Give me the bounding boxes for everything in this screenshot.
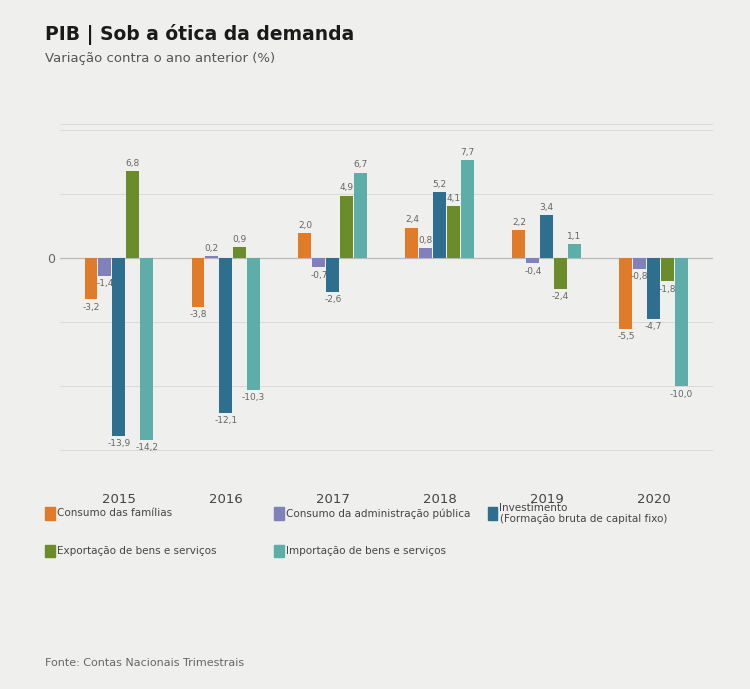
Text: 6,7: 6,7: [353, 161, 368, 169]
Bar: [191, 258, 205, 307]
Bar: [126, 172, 140, 258]
Text: -0,4: -0,4: [524, 267, 542, 276]
Text: Importação de bens e serviços: Importação de bens e serviços: [286, 546, 446, 556]
Text: Fonte: Contas Nacionais Trimestrais: Fonte: Contas Nacionais Trimestrais: [45, 658, 244, 668]
Text: 2,0: 2,0: [298, 220, 312, 229]
Bar: [633, 258, 646, 269]
Text: 4,9: 4,9: [340, 183, 354, 192]
Text: -0,8: -0,8: [631, 271, 649, 281]
Bar: [461, 160, 474, 258]
Text: -2,4: -2,4: [552, 292, 569, 301]
Text: -12,1: -12,1: [214, 416, 237, 425]
Bar: [620, 258, 632, 329]
Bar: [406, 227, 418, 258]
Text: -2,6: -2,6: [324, 295, 341, 304]
Text: 0,8: 0,8: [419, 236, 433, 245]
Text: -13,9: -13,9: [107, 440, 130, 449]
Bar: [568, 245, 581, 258]
Text: -4,7: -4,7: [645, 322, 662, 331]
Text: 7,7: 7,7: [460, 147, 475, 156]
Bar: [85, 258, 98, 299]
Bar: [661, 258, 674, 281]
Text: Consumo das famílias: Consumo das famílias: [57, 508, 172, 518]
Text: -0,7: -0,7: [310, 271, 328, 280]
Text: -10,3: -10,3: [242, 393, 266, 402]
Bar: [554, 258, 567, 289]
Text: Consumo da administração pública: Consumo da administração pública: [286, 508, 470, 519]
Bar: [140, 258, 153, 440]
Bar: [354, 173, 367, 258]
Bar: [512, 230, 525, 258]
Text: -1,4: -1,4: [96, 280, 113, 289]
Text: -3,2: -3,2: [82, 302, 100, 311]
Bar: [675, 258, 688, 387]
Text: Investimento
(Formação bruta de capital fixo): Investimento (Formação bruta de capital …: [500, 502, 667, 524]
Bar: [98, 258, 112, 276]
Text: 2,4: 2,4: [405, 216, 419, 225]
Text: -3,8: -3,8: [189, 310, 207, 319]
Text: 4,1: 4,1: [446, 194, 460, 203]
Bar: [419, 248, 432, 258]
Bar: [433, 192, 446, 258]
Bar: [540, 215, 554, 258]
Text: 1,1: 1,1: [568, 232, 582, 241]
Bar: [313, 258, 326, 267]
Text: -5,5: -5,5: [617, 332, 634, 341]
Text: -14,2: -14,2: [135, 443, 158, 452]
Text: 3,4: 3,4: [540, 203, 554, 212]
Bar: [112, 258, 125, 436]
Bar: [248, 258, 260, 390]
Text: 0,9: 0,9: [232, 235, 247, 244]
Bar: [340, 196, 353, 258]
Text: 0,2: 0,2: [205, 244, 219, 253]
Text: 5,2: 5,2: [433, 180, 447, 189]
Text: Variação contra o ano anterior (%): Variação contra o ano anterior (%): [45, 52, 275, 65]
Bar: [647, 258, 660, 318]
Text: -1,8: -1,8: [658, 285, 676, 294]
Bar: [447, 206, 460, 258]
Text: Exportação de bens e serviços: Exportação de bens e serviços: [57, 546, 217, 556]
Bar: [233, 247, 246, 258]
Bar: [206, 256, 218, 258]
Bar: [298, 233, 311, 258]
Text: -10,0: -10,0: [670, 389, 693, 398]
Bar: [326, 258, 339, 291]
Bar: [219, 258, 232, 413]
Text: 2,2: 2,2: [512, 218, 526, 227]
Text: PIB | Sob a ótica da demanda: PIB | Sob a ótica da demanda: [45, 24, 354, 45]
Text: 6,8: 6,8: [125, 159, 140, 168]
Bar: [526, 258, 539, 263]
